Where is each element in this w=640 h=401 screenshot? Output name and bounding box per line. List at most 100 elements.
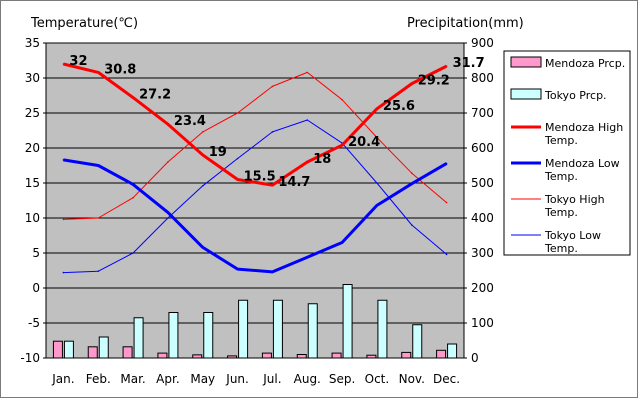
data-label: 23.4	[174, 114, 206, 129]
temp-series-line	[63, 62, 448, 187]
temp-point	[376, 136, 378, 139]
legend-label: Mendoza Low	[545, 157, 620, 170]
temp-point	[376, 108, 378, 110]
legend-swatch	[510, 56, 542, 68]
data-label: 25.6	[383, 99, 415, 114]
precipitation-tick-label: 100	[471, 316, 494, 330]
gridlines	[46, 77, 464, 324]
precip-bar	[447, 343, 458, 359]
month-label: Feb.	[86, 372, 111, 386]
data-labels: 32 30.827.223.4 19 15.5 14.718 20.4 25.629.231…	[69, 54, 484, 190]
data-label: 20.4	[348, 135, 380, 150]
precip-bar	[157, 352, 168, 359]
data-label: 29.2	[418, 74, 450, 89]
temp-point	[132, 196, 134, 199]
temp-point	[410, 82, 413, 85]
temp-series-line	[63, 71, 447, 220]
precipitation-tick-label: 300	[471, 246, 494, 260]
data-label: 31.7	[453, 56, 485, 71]
precip-bar	[203, 312, 214, 359]
precip-bar	[272, 299, 283, 359]
legend-label: Tokyo High	[544, 193, 605, 206]
month-label: Nov.	[399, 372, 425, 386]
temperature-tick-label: 5	[32, 246, 40, 260]
precipitation-tick-label: 500	[471, 176, 494, 190]
temp-point	[445, 162, 448, 165]
month-ticks: Jan. Feb. Mar. Apr. May Jun. Jul. Aug. Sep. Oct. N…	[51, 372, 460, 386]
precip-bar	[401, 351, 412, 359]
legend-label: Tokyo Low	[544, 229, 601, 242]
temp-point	[201, 154, 204, 156]
precipitation-tick-label: 900	[471, 36, 494, 50]
temp-point	[62, 63, 65, 65]
month-label: Apr.	[156, 372, 179, 386]
temp-point	[306, 119, 309, 121]
precip-bar	[412, 324, 423, 359]
legend-label: Tokyo Prcp.	[544, 89, 607, 102]
temp-point	[132, 183, 134, 186]
temp-point	[236, 178, 239, 181]
precipitation-tick-label: 200	[471, 281, 494, 295]
temp-point	[167, 211, 169, 214]
month-label: Sep.	[329, 372, 355, 386]
precipitation-tick-label: 0	[471, 351, 479, 365]
temp-point	[201, 131, 204, 133]
precip-bar	[331, 352, 342, 359]
precip-bar	[307, 303, 318, 359]
temperature-tick-label: 35	[25, 36, 40, 50]
month-label: Dec.	[433, 372, 460, 386]
month-label: Aug.	[294, 372, 321, 386]
temperature-tick-label: 15	[25, 176, 40, 190]
precip-bar	[377, 299, 388, 359]
precipitation-axis-title: Precipitation(mm)	[407, 16, 524, 31]
precip-bar	[168, 312, 179, 359]
precip-bar	[238, 299, 249, 359]
temp-point	[445, 253, 448, 256]
legend-label: Temp.	[544, 134, 578, 147]
temp-point	[236, 157, 239, 160]
data-label: 14.7	[278, 175, 310, 190]
legend-label: Temp.	[544, 170, 578, 183]
precip-bar	[366, 354, 377, 359]
legend-label: Temp.	[544, 242, 578, 255]
precip-bar	[87, 346, 98, 359]
temp-point	[341, 241, 343, 244]
temp-point	[62, 218, 65, 221]
data-label: 30.8	[104, 62, 136, 77]
temp-point	[201, 246, 204, 249]
temp-point	[201, 185, 204, 187]
month-label: Jul.	[262, 372, 281, 386]
temp-point	[97, 164, 100, 167]
month-label: Jan.	[51, 372, 74, 386]
temperature-tick-label: 30	[25, 71, 40, 85]
temperature-tick-label: -10	[20, 351, 40, 365]
precipitation-tick-label: 600	[471, 141, 494, 155]
temp-point	[376, 204, 378, 207]
month-label: May	[190, 372, 215, 386]
temp-point	[271, 271, 274, 273]
temp-point	[410, 224, 413, 226]
temperature-tick-label: 0	[32, 281, 40, 295]
temp-point	[167, 217, 169, 219]
temp-point	[97, 217, 100, 219]
temp-point	[132, 252, 134, 254]
temp-point	[271, 184, 274, 186]
legend-box	[503, 50, 631, 256]
temperature-tick-label: 20	[25, 141, 40, 155]
temp-point	[410, 182, 413, 185]
temp-point	[62, 159, 65, 161]
temperature-tick-label: -5	[28, 316, 40, 330]
temp-point	[306, 256, 309, 258]
precip-bar	[436, 349, 447, 359]
legend-swatch	[510, 88, 542, 100]
temp-point	[445, 201, 448, 204]
legend-label: Temp.	[544, 206, 578, 219]
temp-point	[341, 98, 343, 101]
precip-bar	[98, 336, 109, 359]
precip-bar	[133, 317, 144, 359]
data-label: 32	[69, 54, 87, 69]
temperature-lines	[62, 62, 448, 274]
month-label: Jun.	[225, 372, 249, 386]
